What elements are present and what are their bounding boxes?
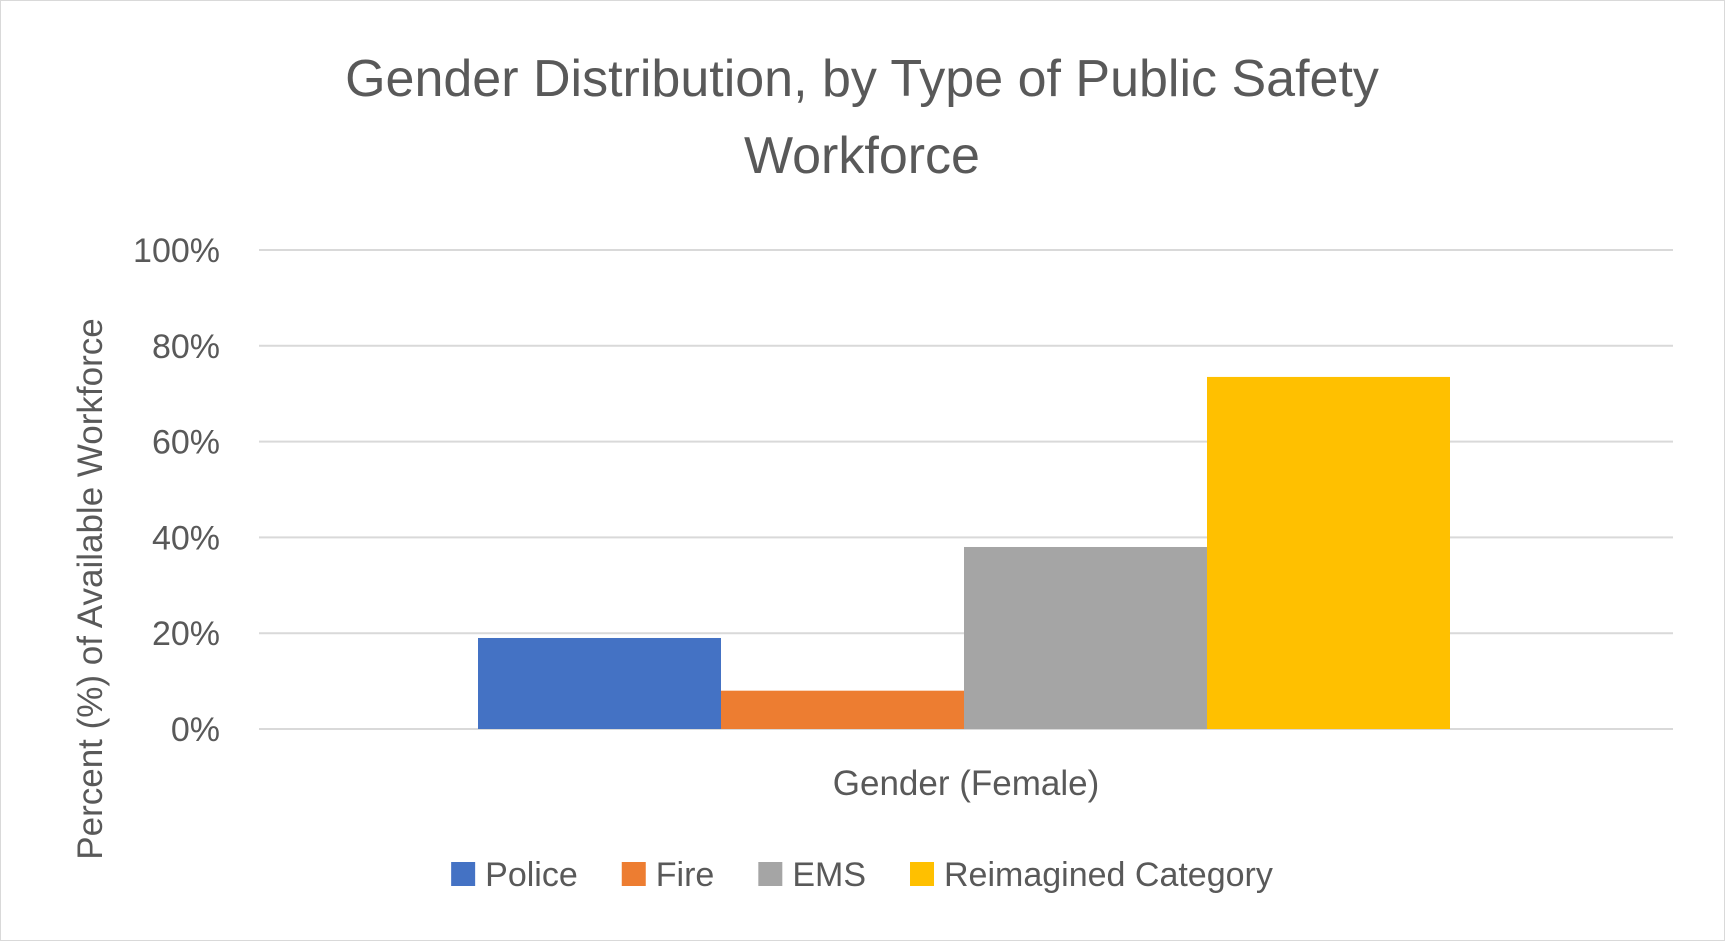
bar-reimagined-category bbox=[1207, 376, 1450, 729]
y-tick-label: 80% bbox=[152, 328, 220, 366]
legend-swatch-police bbox=[451, 862, 476, 886]
legend-swatch-reimagined-category bbox=[910, 862, 935, 886]
legend-label: EMS bbox=[792, 856, 866, 894]
bar-fire bbox=[721, 690, 964, 729]
legend-swatch-fire bbox=[621, 862, 646, 886]
bars bbox=[478, 376, 1450, 729]
y-axis-ticks: 0% 20% 40% 60% 80% 100% bbox=[133, 232, 220, 749]
y-tick-label: 40% bbox=[152, 519, 220, 557]
bar-police bbox=[478, 637, 721, 729]
y-tick-label: 60% bbox=[152, 424, 220, 462]
chart-title: Gender Distribution, by Type of Public S… bbox=[345, 50, 1379, 185]
legend-label: Police bbox=[485, 856, 578, 894]
bar-ems bbox=[964, 546, 1207, 729]
y-tick-label: 20% bbox=[152, 615, 220, 653]
legend-swatch-ems bbox=[758, 862, 783, 886]
y-tick-label: 0% bbox=[171, 711, 220, 749]
chart-title-line-1: Gender Distribution, by Type of Public S… bbox=[345, 50, 1379, 108]
y-axis-label: Percent (%) of Available Workforce bbox=[71, 318, 110, 859]
y-tick-label: 100% bbox=[133, 232, 220, 270]
chart-title-line-2: Workforce bbox=[744, 127, 980, 185]
legend: Police Fire EMS Reimagined Category bbox=[451, 856, 1273, 894]
legend-label: Fire bbox=[656, 856, 715, 894]
legend-label: Reimagined Category bbox=[944, 856, 1273, 894]
x-axis-categories: Gender (Female) bbox=[833, 764, 1099, 803]
x-category-label: Gender (Female) bbox=[833, 764, 1099, 803]
